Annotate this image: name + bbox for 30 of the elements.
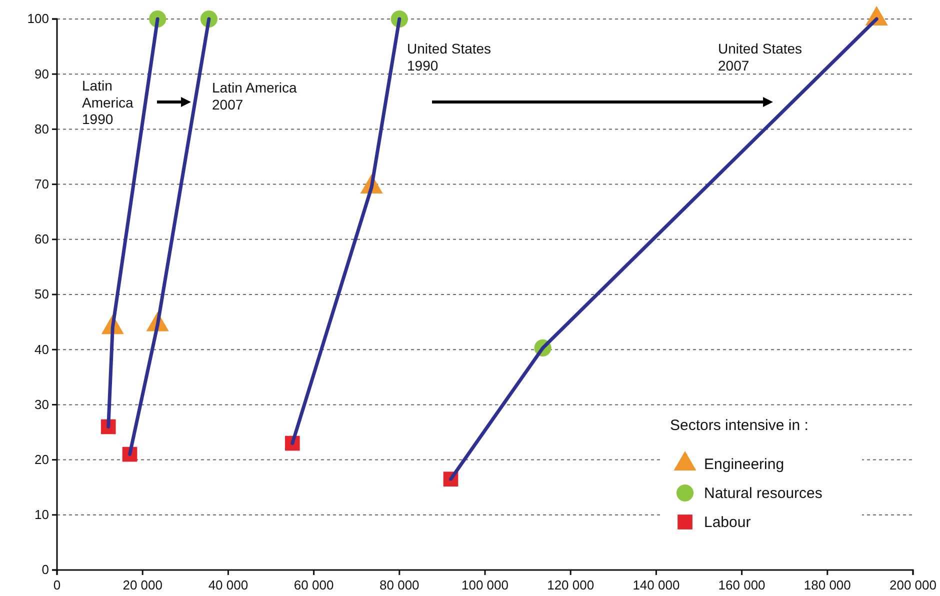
annotation: Latin America 2007 bbox=[212, 80, 298, 112]
x-tick-label: 0 bbox=[53, 578, 61, 593]
annotation: Latin America 1990 bbox=[82, 78, 134, 128]
x-tick-label: 180 000 bbox=[804, 578, 851, 593]
y-tick-label: 80 bbox=[34, 121, 49, 136]
x-tick-label: 160 000 bbox=[718, 578, 766, 593]
legend-label: Natural resources bbox=[704, 485, 822, 502]
y-tick-label: 30 bbox=[34, 396, 49, 412]
y-tick-label: 10 bbox=[34, 507, 49, 522]
x-tick-label: 40 000 bbox=[208, 578, 248, 593]
y-tick-label: 40 bbox=[34, 342, 49, 357]
legend-label: Engineering bbox=[704, 456, 784, 473]
y-tick-label: 50 bbox=[34, 286, 49, 302]
x-tick-label: 100 000 bbox=[462, 578, 508, 593]
y-tick-label: 70 bbox=[34, 176, 49, 192]
y-tick-label: 0 bbox=[42, 562, 49, 578]
legend-title: Sectors intensive in : bbox=[670, 417, 808, 434]
y-tick-label: 90 bbox=[34, 66, 49, 82]
x-tick-label: 200 000 bbox=[890, 578, 936, 593]
annotation: United States 1990 bbox=[407, 40, 492, 74]
x-tick-label: 120 000 bbox=[547, 578, 594, 593]
x-tick-label: 80 000 bbox=[380, 578, 420, 593]
annotation: United States 2007 bbox=[718, 40, 802, 74]
x-tick-label: 20 000 bbox=[122, 578, 162, 593]
y-tick-label: 100 bbox=[27, 11, 49, 26]
y-tick-label: 20 bbox=[34, 452, 49, 467]
y-tick-label: 60 bbox=[34, 232, 49, 247]
x-tick-label: 140 000 bbox=[632, 578, 680, 593]
x-tick-label: 60 000 bbox=[294, 578, 334, 593]
legend-label: Labour bbox=[704, 514, 751, 531]
